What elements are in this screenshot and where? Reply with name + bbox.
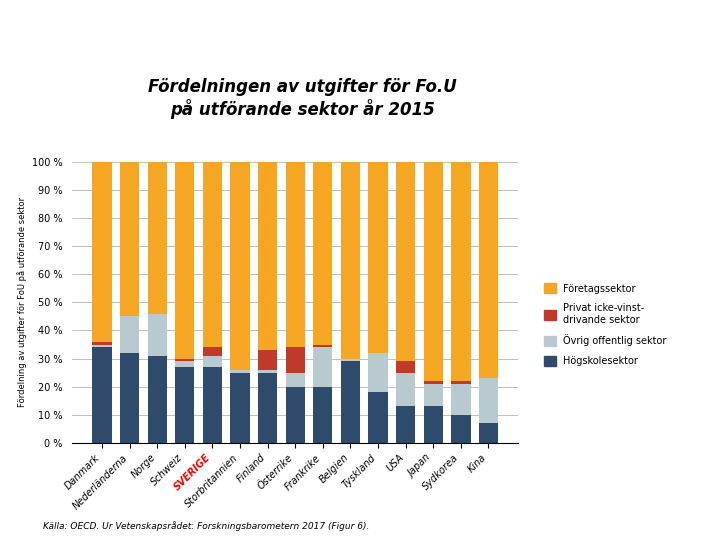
Bar xyxy=(286,373,305,387)
Bar xyxy=(148,162,167,314)
Bar xyxy=(286,347,305,373)
Bar xyxy=(369,392,387,443)
Bar xyxy=(423,406,443,443)
Bar xyxy=(423,162,443,381)
Bar xyxy=(203,162,222,347)
Bar xyxy=(286,162,305,347)
Bar xyxy=(369,162,387,353)
Bar xyxy=(175,367,194,443)
Bar xyxy=(203,347,222,356)
Bar xyxy=(92,345,112,347)
Bar xyxy=(175,359,194,361)
Bar xyxy=(175,361,194,367)
Bar xyxy=(286,387,305,443)
Bar xyxy=(148,314,167,356)
Bar xyxy=(451,162,470,381)
Bar xyxy=(313,162,333,345)
Bar xyxy=(396,361,415,373)
Bar xyxy=(203,356,222,367)
Bar xyxy=(203,367,222,443)
Bar xyxy=(396,406,415,443)
Bar xyxy=(230,373,250,443)
Bar xyxy=(313,387,333,443)
Bar xyxy=(479,423,498,443)
Bar xyxy=(396,373,415,406)
Legend: Företagssektor, Privat icke-vinst-
drivande sektor, Övrig offentlig sektor, Högs: Företagssektor, Privat icke-vinst- driva… xyxy=(541,280,670,369)
Bar xyxy=(92,342,112,345)
Bar xyxy=(92,162,112,342)
Bar xyxy=(451,381,470,384)
Bar xyxy=(92,347,112,443)
Bar xyxy=(479,162,498,378)
Bar xyxy=(423,384,443,406)
Bar xyxy=(451,415,470,443)
Bar xyxy=(369,353,387,392)
Bar xyxy=(175,162,194,359)
Y-axis label: Fördelning av utgifter för FoU på utförande sektor: Fördelning av utgifter för FoU på utföra… xyxy=(17,197,27,408)
Bar xyxy=(120,162,139,316)
Bar xyxy=(148,356,167,443)
Bar xyxy=(258,162,277,350)
Bar xyxy=(423,381,443,384)
Bar xyxy=(396,162,415,361)
Bar xyxy=(230,370,250,373)
Bar xyxy=(341,361,360,443)
Bar xyxy=(258,350,277,370)
Text: Fördelningen av utgifter för Fo.U
på utförande sektor år 2015: Fördelningen av utgifter för Fo.U på utf… xyxy=(148,78,456,119)
Bar xyxy=(479,378,498,423)
Bar xyxy=(258,373,277,443)
Bar xyxy=(120,316,139,353)
Bar xyxy=(341,359,360,361)
Bar xyxy=(451,384,470,415)
Bar xyxy=(120,353,139,443)
Bar xyxy=(230,162,250,370)
Bar xyxy=(313,345,333,347)
Bar xyxy=(341,162,360,359)
Text: Källa: OECD. Ur Vetenskapsrådet: Forskningsbarometern 2017 (Figur 6).: Källa: OECD. Ur Vetenskapsrådet: Forskni… xyxy=(43,521,369,531)
Bar xyxy=(313,347,333,387)
Bar xyxy=(258,370,277,373)
